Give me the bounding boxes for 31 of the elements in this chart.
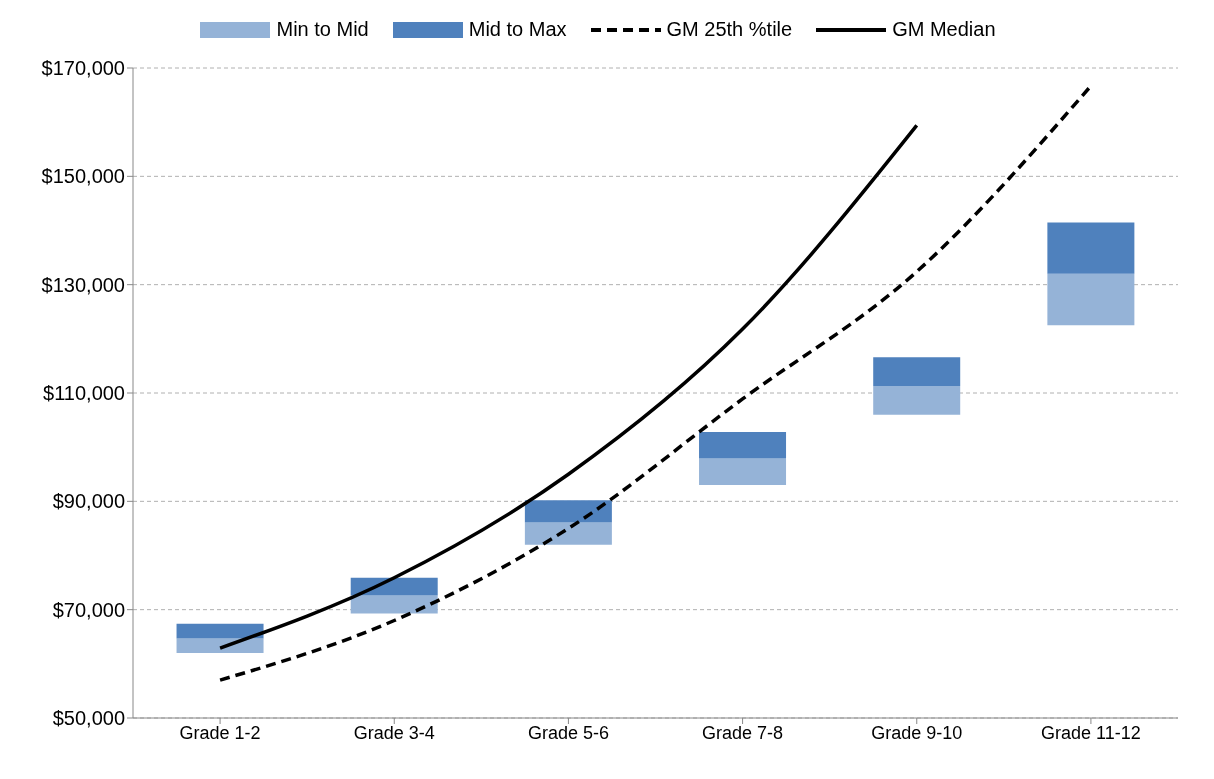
bar <box>1047 222 1135 274</box>
y-tick-label: $90,000 <box>52 490 125 513</box>
x-tick-label: Grade 1-2 <box>179 722 261 743</box>
bar <box>350 595 438 614</box>
x-tick-label: Grade 5-6 <box>527 722 609 743</box>
line-series <box>218 123 919 650</box>
x-tick-label: Grade 3-4 <box>353 722 435 743</box>
bar <box>524 522 612 545</box>
y-tick-label: $150,000 <box>41 165 125 188</box>
y-tick-label: $70,000 <box>52 598 125 621</box>
bar <box>1047 273 1135 326</box>
legend-label: GM 25th %tile <box>666 18 793 41</box>
bar <box>176 623 264 639</box>
bar <box>873 357 961 386</box>
bar <box>699 432 787 459</box>
x-tick-label: Grade 7-8 <box>702 722 784 743</box>
y-tick-label: $110,000 <box>43 382 125 405</box>
legend-label: GM Median <box>892 18 996 41</box>
y-tick-label: $170,000 <box>41 57 125 80</box>
bar <box>524 500 612 523</box>
x-tick-label: Grade 11-12 <box>1041 722 1141 743</box>
y-tick-label: $50,000 <box>52 707 125 730</box>
y-tick-label: $130,000 <box>41 273 125 296</box>
legend-label: Min to Mid <box>276 18 369 41</box>
bar <box>350 577 438 596</box>
bar <box>699 458 787 486</box>
line-series <box>218 84 1093 682</box>
legend-label: Mid to Max <box>468 18 567 41</box>
bar <box>176 638 264 653</box>
bar <box>873 385 961 415</box>
x-tick-label: Grade 9-10 <box>871 722 963 743</box>
